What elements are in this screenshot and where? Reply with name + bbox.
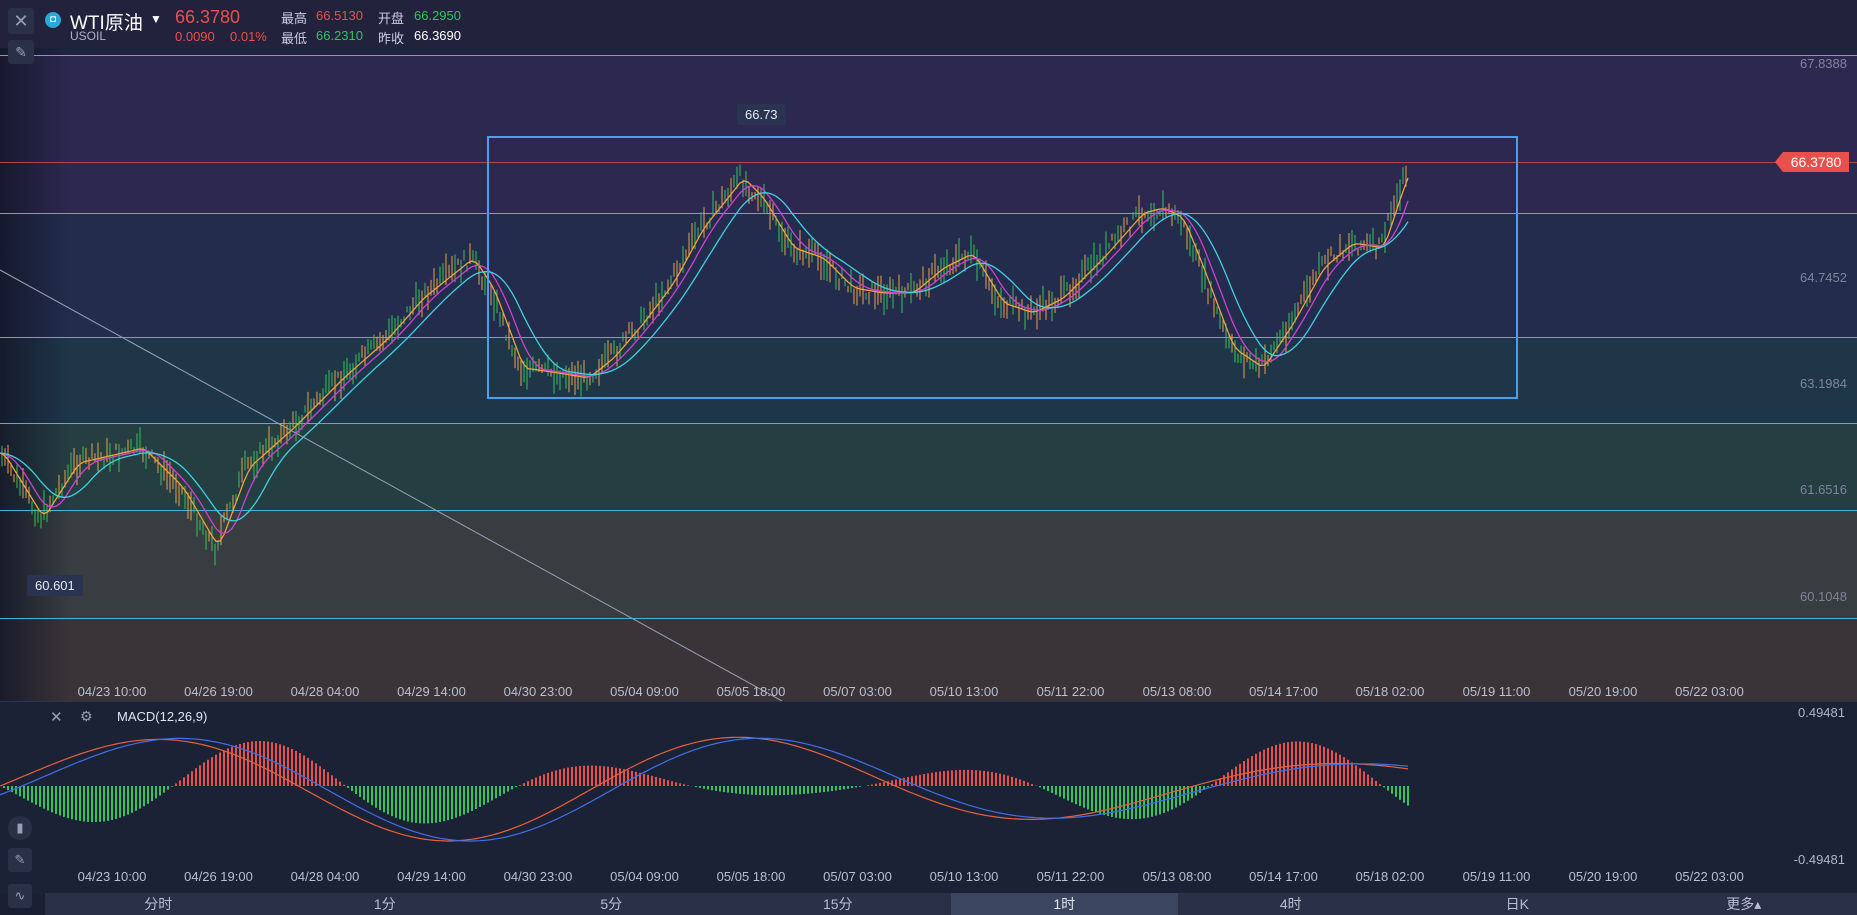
x-axis-label: 05/18 02:00 xyxy=(1355,869,1425,884)
tab-1hour[interactable]: 1时 xyxy=(951,893,1178,915)
low-price-callout: 60.601 xyxy=(27,575,83,596)
x-axis-label: 04/29 14:00 xyxy=(397,684,466,699)
stat-label: 昨收 xyxy=(378,31,405,46)
tab-fenshi[interactable]: 分时 xyxy=(144,896,173,912)
ma-mid-line xyxy=(0,185,1409,535)
stat-label: 最高 xyxy=(281,11,308,26)
fib-line-3 xyxy=(0,337,1857,338)
tab-5min[interactable]: 5分 xyxy=(600,896,623,912)
macd-y-bottom: -0.49481 xyxy=(1793,852,1845,867)
x-axis-label: 05/10 13:00 xyxy=(929,684,999,699)
stat-value: 66.3690 xyxy=(414,28,461,43)
x-axis-label: 05/10 13:00 xyxy=(929,869,999,884)
tab-1min[interactable]: 1分 xyxy=(373,896,396,912)
fib-line-4 xyxy=(0,423,1857,424)
trend-line xyxy=(0,269,783,701)
x-axis-label: 05/13 08:00 xyxy=(1142,869,1212,884)
fib-line-5 xyxy=(0,510,1857,511)
tab-more[interactable]: 更多▴ xyxy=(1726,896,1762,912)
x-axis-label: 05/11 22:00 xyxy=(1036,684,1105,699)
macd-panel: ✕ ⚙ MACD(12,26,9) 0.49481 -0.49481 04/23… xyxy=(0,701,1857,894)
macd-title: MACD(12,26,9) xyxy=(117,709,208,724)
x-axis-label: 04/23 10:00 xyxy=(77,684,147,699)
x-axis-label: 05/13 08:00 xyxy=(1142,684,1212,699)
x-axis-label: 04/29 14:00 xyxy=(397,869,466,884)
x-axis-label: 05/07 03:00 xyxy=(823,869,892,884)
x-axis-label: 04/30 23:00 xyxy=(503,869,573,884)
band-6 xyxy=(0,510,1857,618)
x-axis-label: 05/20 19:00 xyxy=(1568,684,1638,699)
last-price: 66.3780 xyxy=(175,7,241,27)
stat-label: 开盘 xyxy=(378,11,405,26)
y-axis-label: 67.8388 xyxy=(1800,56,1847,71)
fib-line-6 xyxy=(0,618,1857,619)
x-axis-label: 05/22 03:00 xyxy=(1675,684,1744,699)
last-price-tag: 66.3780 xyxy=(1775,152,1849,172)
x-axis-label: 04/28 04:00 xyxy=(290,869,360,884)
x-axis-label: 05/14 17:00 xyxy=(1249,869,1318,884)
stat-label: 最低 xyxy=(281,31,308,46)
price-change: 0.0090 xyxy=(175,29,215,44)
symbol-badge-icon: ◘ xyxy=(45,12,61,28)
x-axis-label: 05/05 18:00 xyxy=(716,869,786,884)
x-axis-label: 05/22 03:00 xyxy=(1675,869,1744,884)
fib-line-1 xyxy=(0,55,1857,56)
band-5 xyxy=(0,423,1857,510)
period-tabs: 分时 1分 5分 15分 1时 4时 日K 更多▴ xyxy=(45,893,1857,915)
price-change-pct: 0.01% xyxy=(230,29,267,44)
symbol-name[interactable]: WTI原油 xyxy=(70,13,143,34)
price-chart[interactable] xyxy=(0,48,1857,701)
dea-line xyxy=(0,737,1409,842)
band-4 xyxy=(0,337,1857,423)
x-axis-label: 05/07 03:00 xyxy=(823,684,892,699)
last-price-line xyxy=(0,162,1857,163)
x-axis-label: 04/26 19:00 xyxy=(184,869,253,884)
stat-value: 66.2310 xyxy=(316,28,363,43)
y-axis-label: 60.1048 xyxy=(1800,589,1847,604)
y-axis-label: 63.1984 xyxy=(1800,376,1847,391)
tab-15min[interactable]: 15分 xyxy=(822,896,853,912)
x-axis-label: 04/30 23:00 xyxy=(503,684,573,699)
draw-tool-icon[interactable]: ✎ xyxy=(8,40,34,64)
x-axis-label: 05/18 02:00 xyxy=(1355,684,1425,699)
band-2 xyxy=(0,55,1857,213)
tab-4hour[interactable]: 4时 xyxy=(1279,896,1302,912)
header-bar: ✕ ✎ ◘ WTI原油 ▼ USOIL 66.3780 0.0090 0.01%… xyxy=(0,0,1857,64)
dif-line xyxy=(0,736,1409,842)
pencil-icon[interactable]: ✎ xyxy=(8,848,32,872)
ma-long-line xyxy=(0,192,1409,522)
x-axis-label: 05/04 09:00 xyxy=(610,684,679,699)
x-axis-label: 05/05 18:00 xyxy=(716,684,786,699)
stat-value: 66.5130 xyxy=(316,8,363,23)
symbol-code: USOIL xyxy=(70,29,107,43)
x-axis-label: 05/20 19:00 xyxy=(1568,869,1638,884)
x-axis-label: 05/11 22:00 xyxy=(1036,869,1105,884)
macd-y-top: 0.49481 xyxy=(1798,705,1845,720)
drawn-rectangle[interactable] xyxy=(487,136,1518,399)
settings-icon[interactable]: ⚙ xyxy=(80,708,93,724)
macd-chart[interactable] xyxy=(0,702,1800,872)
x-axis-label: 05/14 17:00 xyxy=(1249,684,1318,699)
band-1 xyxy=(0,0,1857,55)
x-axis-label: 04/23 10:00 xyxy=(77,869,147,884)
ma-short-line xyxy=(0,177,1409,543)
x-axis-label: 04/26 19:00 xyxy=(184,684,253,699)
high-price-callout: 66.73 xyxy=(737,104,786,125)
tab-daily[interactable]: 日K xyxy=(1505,896,1529,912)
band-7 xyxy=(0,618,1857,701)
x-axis-label: 04/28 04:00 xyxy=(290,684,360,699)
stat-value: 66.2950 xyxy=(414,8,461,23)
x-axis-label: 05/19 11:00 xyxy=(1462,684,1531,699)
line-chart-icon[interactable]: ∿ xyxy=(8,884,32,908)
y-axis-label: 61.6516 xyxy=(1800,482,1847,497)
indicator-icon[interactable]: ▮ xyxy=(8,816,32,840)
chevron-down-icon[interactable]: ▼ xyxy=(150,12,162,26)
y-axis-label: 64.7452 xyxy=(1800,270,1847,285)
x-axis-label: 05/04 09:00 xyxy=(610,869,679,884)
close-icon[interactable]: ✕ xyxy=(50,709,63,726)
fib-line-2 xyxy=(0,213,1857,214)
close-icon[interactable]: ✕ xyxy=(8,8,34,34)
x-axis-label: 05/19 11:00 xyxy=(1462,869,1531,884)
